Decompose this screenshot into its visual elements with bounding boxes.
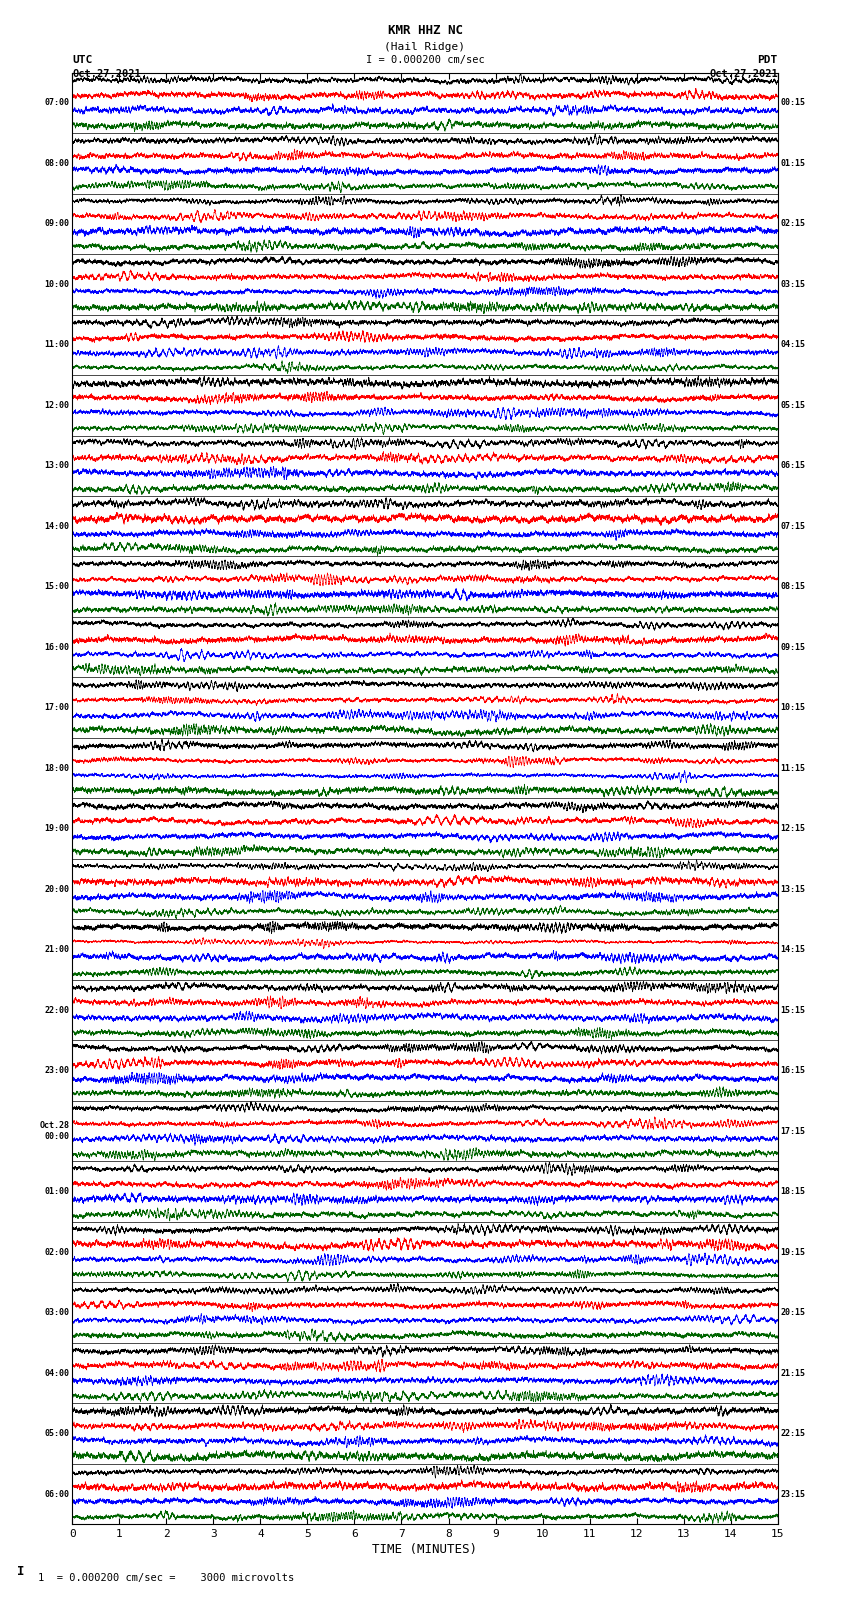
Text: 11:15: 11:15 <box>780 763 806 773</box>
Text: 18:00: 18:00 <box>44 763 70 773</box>
Text: KMR HHZ NC: KMR HHZ NC <box>388 24 462 37</box>
Text: 05:00: 05:00 <box>44 1429 70 1439</box>
Text: Oct.27,2021: Oct.27,2021 <box>709 69 778 79</box>
Text: 19:15: 19:15 <box>780 1247 806 1257</box>
Text: 09:00: 09:00 <box>44 219 70 229</box>
Text: 10:00: 10:00 <box>44 279 70 289</box>
Text: 03:00: 03:00 <box>44 1308 70 1318</box>
Text: 16:15: 16:15 <box>780 1066 806 1076</box>
Text: 22:15: 22:15 <box>780 1429 806 1439</box>
Text: 07:15: 07:15 <box>780 521 806 531</box>
Text: 02:15: 02:15 <box>780 219 806 229</box>
Text: 10:15: 10:15 <box>780 703 806 713</box>
Text: 11:00: 11:00 <box>44 340 70 350</box>
Text: 23:15: 23:15 <box>780 1489 806 1498</box>
Text: 14:15: 14:15 <box>780 945 806 955</box>
Text: Oct.28
00:00: Oct.28 00:00 <box>39 1121 70 1140</box>
Text: Oct.27,2021: Oct.27,2021 <box>72 69 141 79</box>
Text: 17:15: 17:15 <box>780 1126 806 1136</box>
Text: 04:00: 04:00 <box>44 1368 70 1378</box>
Text: 15:00: 15:00 <box>44 582 70 592</box>
Text: 13:15: 13:15 <box>780 884 806 894</box>
X-axis label: TIME (MINUTES): TIME (MINUTES) <box>372 1544 478 1557</box>
Text: 06:00: 06:00 <box>44 1489 70 1498</box>
Text: 18:15: 18:15 <box>780 1187 806 1197</box>
Text: 07:00: 07:00 <box>44 98 70 108</box>
Text: 12:15: 12:15 <box>780 824 806 834</box>
Text: 21:15: 21:15 <box>780 1368 806 1378</box>
Text: 03:15: 03:15 <box>780 279 806 289</box>
Text: 1  = 0.000200 cm/sec =    3000 microvolts: 1 = 0.000200 cm/sec = 3000 microvolts <box>38 1573 294 1582</box>
Text: 14:00: 14:00 <box>44 521 70 531</box>
Text: 20:00: 20:00 <box>44 884 70 894</box>
Text: 16:00: 16:00 <box>44 642 70 652</box>
Text: 22:00: 22:00 <box>44 1005 70 1015</box>
Text: 13:00: 13:00 <box>44 461 70 471</box>
Text: 17:00: 17:00 <box>44 703 70 713</box>
Text: 01:15: 01:15 <box>780 158 806 168</box>
Text: I: I <box>17 1565 25 1578</box>
Text: 01:00: 01:00 <box>44 1187 70 1197</box>
Text: 00:15: 00:15 <box>780 98 806 108</box>
Text: (Hail Ridge): (Hail Ridge) <box>384 42 466 52</box>
Text: 08:00: 08:00 <box>44 158 70 168</box>
Text: PDT: PDT <box>757 55 778 65</box>
Text: 08:15: 08:15 <box>780 582 806 592</box>
Text: 23:00: 23:00 <box>44 1066 70 1076</box>
Text: 21:00: 21:00 <box>44 945 70 955</box>
Text: 04:15: 04:15 <box>780 340 806 350</box>
Text: 02:00: 02:00 <box>44 1247 70 1257</box>
Text: 06:15: 06:15 <box>780 461 806 471</box>
Text: 15:15: 15:15 <box>780 1005 806 1015</box>
Text: I = 0.000200 cm/sec: I = 0.000200 cm/sec <box>366 55 484 65</box>
Text: 12:00: 12:00 <box>44 400 70 410</box>
Text: UTC: UTC <box>72 55 93 65</box>
Text: 09:15: 09:15 <box>780 642 806 652</box>
Text: 20:15: 20:15 <box>780 1308 806 1318</box>
Text: 19:00: 19:00 <box>44 824 70 834</box>
Text: 05:15: 05:15 <box>780 400 806 410</box>
